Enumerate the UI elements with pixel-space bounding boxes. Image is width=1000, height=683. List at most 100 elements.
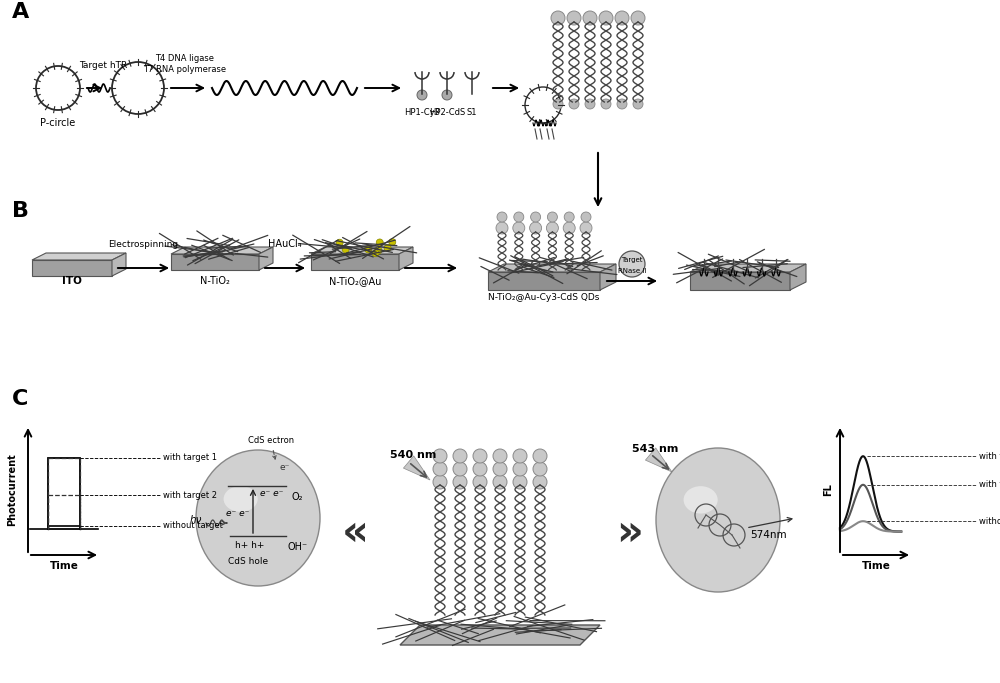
Circle shape <box>375 247 382 254</box>
Circle shape <box>533 449 547 463</box>
Text: Time: Time <box>50 561 78 571</box>
Text: hν: hν <box>190 515 202 525</box>
Text: h+ h+: h+ h+ <box>235 541 265 550</box>
Circle shape <box>376 239 383 246</box>
Circle shape <box>615 11 629 25</box>
Circle shape <box>563 222 575 234</box>
Text: OH⁻: OH⁻ <box>288 542 308 552</box>
Circle shape <box>372 250 379 257</box>
Circle shape <box>493 449 507 463</box>
Ellipse shape <box>684 486 718 514</box>
Circle shape <box>619 251 645 277</box>
Circle shape <box>336 239 343 246</box>
Circle shape <box>417 90 427 100</box>
Circle shape <box>433 462 447 476</box>
Circle shape <box>497 212 507 222</box>
Polygon shape <box>403 456 430 480</box>
Circle shape <box>365 246 372 253</box>
Polygon shape <box>311 247 413 254</box>
Ellipse shape <box>656 448 780 592</box>
Circle shape <box>533 462 547 476</box>
Circle shape <box>569 99 579 109</box>
Circle shape <box>585 99 595 109</box>
Polygon shape <box>400 625 600 645</box>
Text: N-TiO₂@Au: N-TiO₂@Au <box>329 276 381 286</box>
Circle shape <box>433 449 447 463</box>
Text: O₂: O₂ <box>292 492 304 502</box>
Circle shape <box>567 11 581 25</box>
Text: RNase II: RNase II <box>618 268 646 274</box>
Text: CdS hole: CdS hole <box>228 557 268 566</box>
Circle shape <box>453 449 467 463</box>
Circle shape <box>601 99 611 109</box>
Polygon shape <box>32 253 126 260</box>
Text: S1: S1 <box>467 108 477 117</box>
Circle shape <box>513 449 527 463</box>
Polygon shape <box>112 253 126 276</box>
Text: Time: Time <box>862 561 890 571</box>
Circle shape <box>493 475 507 489</box>
Text: CdS ectron: CdS ectron <box>248 436 294 459</box>
Circle shape <box>633 99 643 109</box>
Text: »: » <box>617 512 643 554</box>
Circle shape <box>496 222 508 234</box>
Text: FL: FL <box>823 484 833 497</box>
Text: with target 1: with target 1 <box>979 451 1000 461</box>
Circle shape <box>546 222 558 234</box>
Polygon shape <box>399 247 413 270</box>
Text: B: B <box>12 201 29 221</box>
Circle shape <box>581 212 591 222</box>
Text: e⁻ e⁻: e⁻ e⁻ <box>226 509 250 518</box>
Polygon shape <box>790 264 806 290</box>
Polygon shape <box>645 448 672 472</box>
Polygon shape <box>690 272 790 290</box>
Text: e⁻ e⁻: e⁻ e⁻ <box>260 489 283 498</box>
Polygon shape <box>690 264 806 272</box>
Circle shape <box>514 212 524 222</box>
Polygon shape <box>171 247 273 254</box>
Circle shape <box>433 475 447 489</box>
Text: T4 DNA ligase
T7 RNA polymerase: T4 DNA ligase T7 RNA polymerase <box>143 54 227 74</box>
Circle shape <box>531 212 541 222</box>
Circle shape <box>442 90 452 100</box>
Polygon shape <box>171 254 259 270</box>
Circle shape <box>599 11 613 25</box>
Polygon shape <box>600 264 616 290</box>
Circle shape <box>551 11 565 25</box>
Circle shape <box>453 475 467 489</box>
Circle shape <box>389 238 396 246</box>
Circle shape <box>473 449 487 463</box>
Text: with target 2: with target 2 <box>163 490 217 500</box>
Text: Electrospinning: Electrospinning <box>108 240 178 249</box>
Text: P-circle: P-circle <box>40 118 76 128</box>
Text: HP1-Cy3: HP1-Cy3 <box>404 108 440 117</box>
Circle shape <box>533 475 547 489</box>
Circle shape <box>530 222 542 234</box>
Bar <box>48 458 80 529</box>
Text: HAuCl₄: HAuCl₄ <box>268 239 302 249</box>
Circle shape <box>473 462 487 476</box>
Circle shape <box>580 222 592 234</box>
Circle shape <box>631 11 645 25</box>
Circle shape <box>384 245 391 251</box>
Text: without target: without target <box>163 522 223 531</box>
Text: ITO: ITO <box>62 276 82 286</box>
Polygon shape <box>259 247 273 270</box>
Circle shape <box>617 99 627 109</box>
Polygon shape <box>488 272 600 290</box>
Text: with target 2: with target 2 <box>979 480 1000 489</box>
Polygon shape <box>311 254 399 270</box>
Text: N-TiO₂: N-TiO₂ <box>200 276 230 286</box>
Circle shape <box>513 222 525 234</box>
Circle shape <box>513 462 527 476</box>
Circle shape <box>453 462 467 476</box>
Polygon shape <box>488 264 616 272</box>
Circle shape <box>547 212 557 222</box>
Text: N-TiO₂@Au-Cy3-CdS QDs: N-TiO₂@Au-Cy3-CdS QDs <box>488 293 600 302</box>
Ellipse shape <box>224 486 258 512</box>
Text: Target hTR: Target hTR <box>79 61 127 70</box>
Text: 574nm: 574nm <box>750 530 787 540</box>
Text: HP2-CdS: HP2-CdS <box>429 108 465 117</box>
Text: Target: Target <box>621 257 643 263</box>
Circle shape <box>342 246 349 253</box>
